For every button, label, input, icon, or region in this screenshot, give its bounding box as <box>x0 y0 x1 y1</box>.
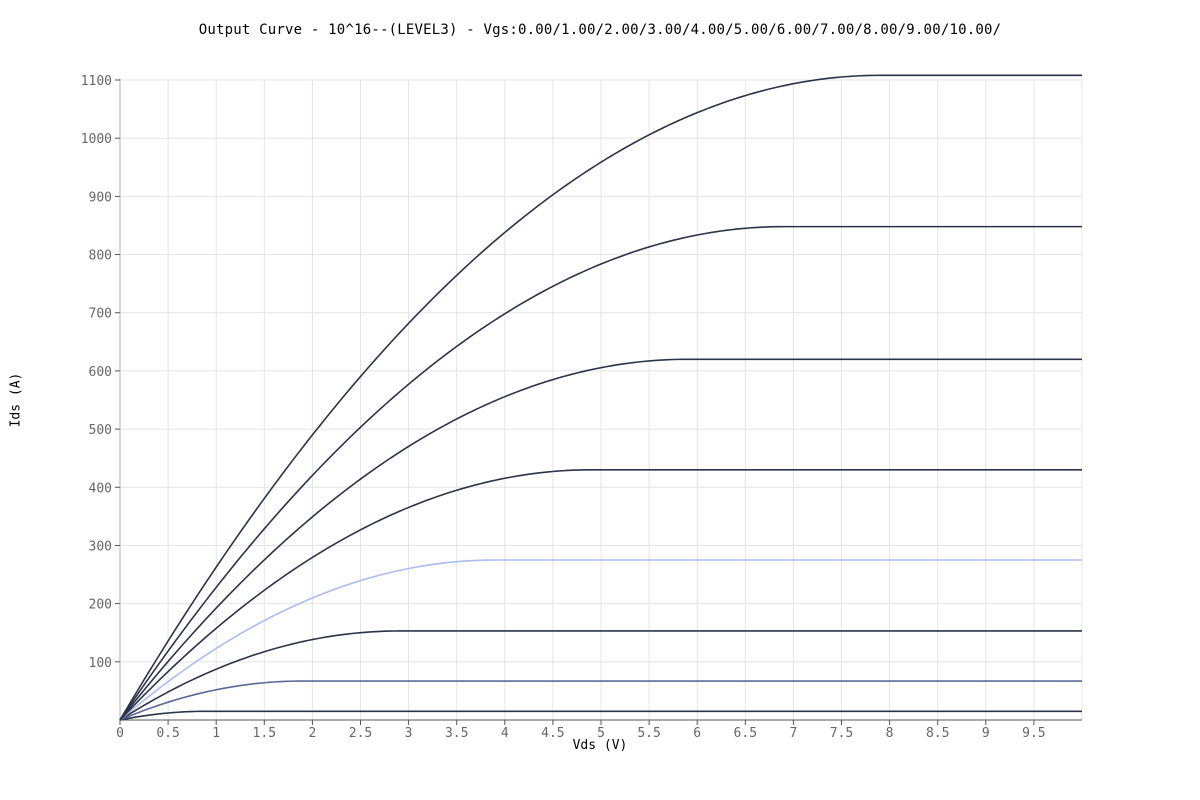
series-line-4 <box>119 469 1082 721</box>
x-tick-label: 6.5 <box>734 726 757 741</box>
x-tick-label: 4.5 <box>541 726 564 741</box>
y-tick-label: 700 <box>89 307 112 322</box>
y-tick-label: 1000 <box>81 132 112 147</box>
y-tick-label: 1100 <box>81 74 112 89</box>
x-tick-label: 8 <box>886 726 894 741</box>
y-tick-label: 200 <box>89 598 112 613</box>
series-line-6 <box>119 225 1082 721</box>
x-tick-label: 2.5 <box>349 726 372 741</box>
x-tick-label: 0 <box>116 726 124 741</box>
x-tick-label: 7.5 <box>830 726 853 741</box>
y-tick-label: 600 <box>89 365 112 380</box>
y-tick-label: 500 <box>89 423 112 438</box>
x-tick-label: 9.5 <box>1022 726 1045 741</box>
x-axis-label: Vds (V) <box>572 738 628 753</box>
chart-title: Output Curve - 10^16--(LEVEL3) - Vgs:0.0… <box>198 22 1002 38</box>
x-tick-label: 1 <box>212 726 220 741</box>
x-tick-label: 3.5 <box>445 726 468 741</box>
x-tick-label: 1.5 <box>253 726 276 741</box>
y-tick-label: 300 <box>89 539 112 554</box>
grid-lines <box>120 79 1083 720</box>
series-line-5 <box>119 358 1082 721</box>
x-ticks: 0 0.5 1 1.5 2 2.5 3 3.5 4 4.5 5 5.5 6 6.5 7 7.5 8 8.5 9 9.5 <box>116 720 1046 741</box>
x-tick-label: 2 <box>308 726 316 741</box>
x-tick-label: 3 <box>405 726 413 741</box>
x-tick-label: 7 <box>789 726 797 741</box>
x-tick-label: 9 <box>982 726 990 741</box>
x-tick-label: 4 <box>501 726 509 741</box>
y-tick-label: 800 <box>89 249 112 264</box>
y-ticks: 100 200 300 400 500 600 700 800 900 1000 1100 <box>81 74 120 671</box>
x-tick-label: 0.5 <box>156 726 179 741</box>
x-tick-label: 8.5 <box>926 726 949 741</box>
series-line-2 <box>119 630 1082 721</box>
x-tick-label: 5 <box>597 726 605 741</box>
y-tick-label: 400 <box>89 481 112 496</box>
x-tick-label: 5.5 <box>637 726 660 741</box>
series-lines <box>119 74 1082 721</box>
y-tick-label: 100 <box>89 656 112 671</box>
series-line-1 <box>119 680 1082 721</box>
series-line-0 <box>119 710 1082 721</box>
series-line-7 <box>119 74 1082 721</box>
series-line-3 <box>119 559 1082 721</box>
x-tick-label: 6 <box>693 726 701 741</box>
y-tick-label: 900 <box>89 190 112 205</box>
